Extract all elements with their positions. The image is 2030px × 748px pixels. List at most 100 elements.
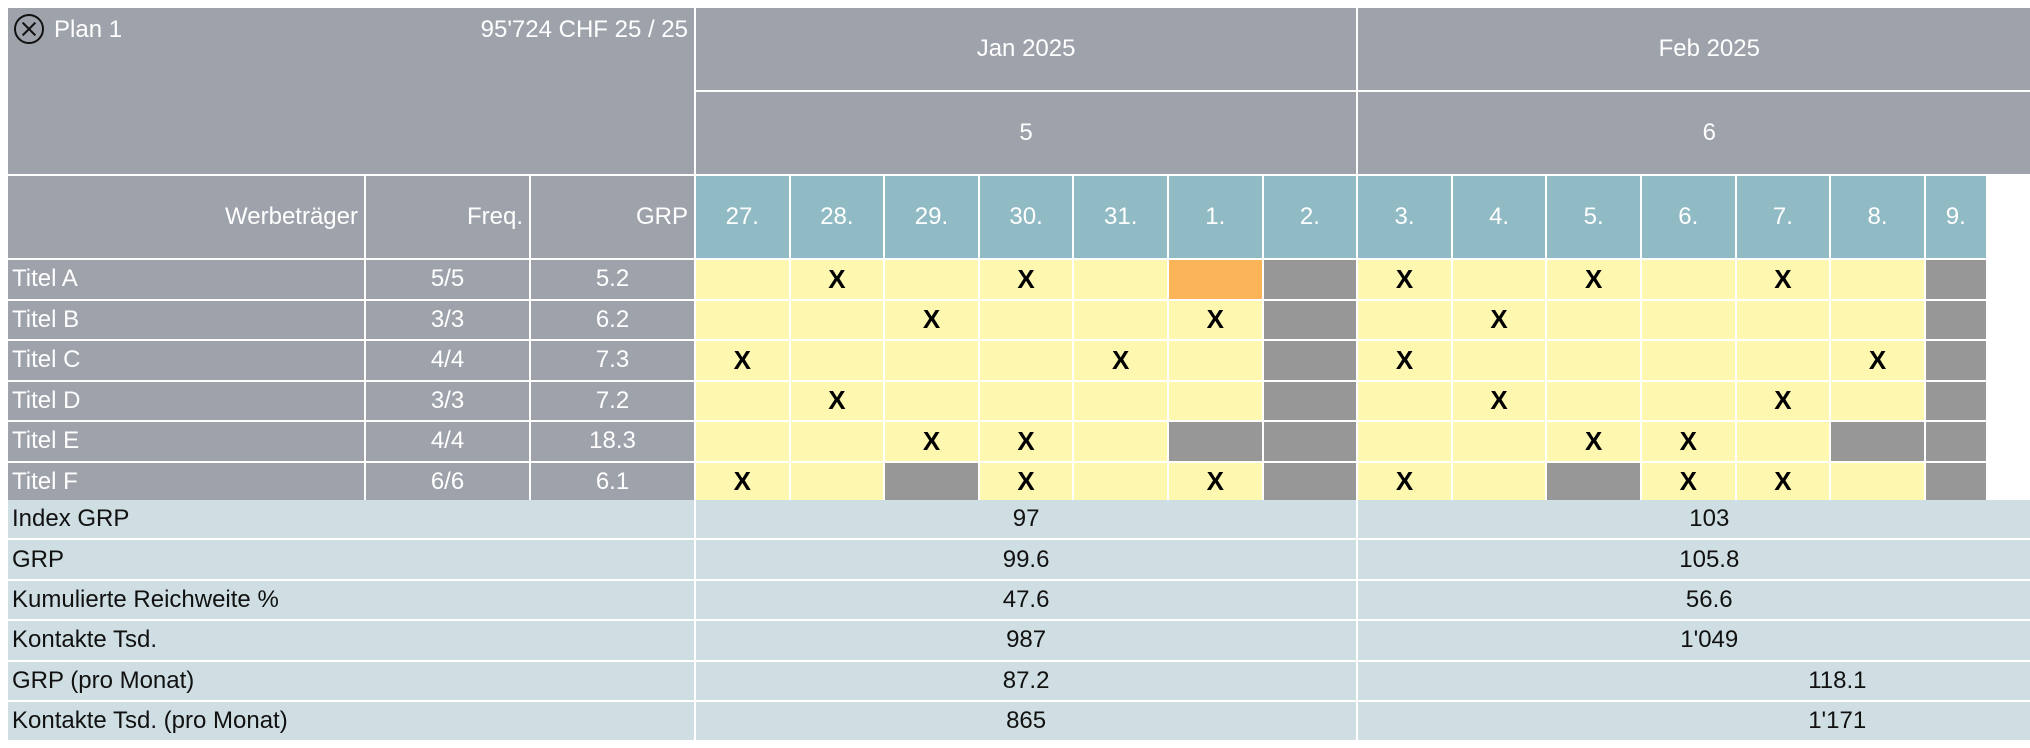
schedule-cell[interactable] — [1547, 381, 1640, 420]
row-title[interactable]: Titel C — [8, 341, 364, 380]
row-title[interactable]: Titel B — [8, 300, 364, 339]
column-header-media[interactable]: Werbeträger — [8, 176, 364, 258]
schedule-cell[interactable] — [1358, 300, 1451, 339]
schedule-cell[interactable]: X — [1358, 462, 1451, 501]
schedule-cell[interactable]: X — [1547, 422, 1640, 461]
schedule-cell[interactable] — [1642, 381, 1735, 420]
row-title[interactable]: Titel E — [8, 422, 364, 461]
schedule-cell[interactable] — [1736, 422, 1830, 461]
schedule-cell[interactable] — [1831, 462, 1924, 501]
schedule-cell[interactable] — [1925, 381, 1986, 420]
schedule-cell[interactable]: X — [885, 422, 978, 461]
schedule-cell[interactable] — [1925, 341, 1986, 380]
schedule-cell[interactable] — [1925, 260, 1986, 299]
schedule-cell[interactable] — [1263, 260, 1357, 299]
close-icon[interactable] — [14, 14, 44, 44]
schedule-cell[interactable] — [1452, 260, 1546, 299]
schedule-cell[interactable] — [1925, 422, 1986, 461]
schedule-cell[interactable]: X — [979, 260, 1073, 299]
schedule-cell[interactable] — [1263, 381, 1357, 420]
schedule-cell[interactable] — [1263, 462, 1357, 501]
schedule-cell[interactable] — [1169, 381, 1262, 420]
schedule-cell[interactable]: X — [1736, 462, 1830, 501]
schedule-cell[interactable] — [979, 341, 1073, 380]
schedule-cell[interactable] — [790, 341, 884, 380]
schedule-cell[interactable] — [1925, 462, 1986, 501]
schedule-cell[interactable]: X — [696, 341, 789, 380]
schedule-cell[interactable] — [1736, 300, 1830, 339]
schedule-cell[interactable] — [1736, 341, 1830, 380]
schedule-cell[interactable] — [1074, 422, 1167, 461]
schedule-cell[interactable]: X — [696, 462, 789, 501]
schedule-cell[interactable]: X — [979, 462, 1073, 501]
schedule-cell[interactable]: X — [1736, 260, 1830, 299]
schedule-cell[interactable] — [1831, 300, 1924, 339]
schedule-cell[interactable] — [885, 462, 978, 501]
week-header: 5 — [696, 92, 1357, 174]
schedule-cell[interactable]: X — [979, 422, 1073, 461]
schedule-cell[interactable] — [885, 381, 978, 420]
schedule-cell[interactable]: X — [1358, 341, 1451, 380]
schedule-cell[interactable]: X — [1074, 341, 1167, 380]
schedule-cell[interactable] — [1642, 341, 1735, 380]
schedule-cell[interactable] — [1169, 422, 1262, 461]
schedule-cell[interactable]: X — [790, 381, 884, 420]
schedule-cell[interactable]: X — [1547, 260, 1640, 299]
schedule-cell[interactable]: X — [790, 260, 884, 299]
schedule-cell[interactable] — [1169, 260, 1262, 299]
schedule-cell[interactable] — [1452, 341, 1546, 380]
row-title[interactable]: Titel F — [8, 462, 364, 501]
schedule-cell[interactable] — [979, 381, 1073, 420]
schedule-cell[interactable] — [790, 422, 884, 461]
schedule-cell[interactable] — [1452, 422, 1546, 461]
schedule-cell[interactable]: X — [1642, 462, 1735, 501]
column-header-freq[interactable]: Freq. — [366, 176, 529, 258]
summary-label: Kontakte Tsd. (pro Monat) — [8, 702, 694, 741]
schedule-cell[interactable]: X — [1358, 260, 1451, 299]
schedule-cell[interactable]: X — [1452, 300, 1546, 339]
schedule-cell[interactable] — [885, 260, 978, 299]
schedule-cell[interactable] — [696, 300, 789, 339]
summary-value-week1: 865 — [696, 702, 1357, 741]
schedule-cell[interactable] — [1263, 300, 1357, 339]
row-title[interactable]: Titel D — [8, 381, 364, 420]
schedule-cell[interactable] — [1831, 260, 1924, 299]
row-title[interactable]: Titel A — [8, 260, 364, 299]
schedule-cell[interactable] — [1831, 422, 1924, 461]
schedule-cell[interactable] — [696, 422, 789, 461]
schedule-cell[interactable] — [790, 300, 884, 339]
schedule-cell[interactable] — [885, 341, 978, 380]
schedule-cell[interactable] — [1547, 341, 1640, 380]
schedule-cell[interactable]: X — [1169, 462, 1262, 501]
schedule-cell[interactable] — [1642, 300, 1735, 339]
schedule-cell[interactable] — [1358, 381, 1451, 420]
column-header-grp[interactable]: GRP — [531, 176, 694, 258]
schedule-cell[interactable] — [696, 260, 789, 299]
schedule-cell[interactable] — [1074, 381, 1167, 420]
schedule-cell[interactable] — [1074, 300, 1167, 339]
schedule-cell[interactable]: X — [1642, 422, 1735, 461]
schedule-cell[interactable] — [1831, 381, 1924, 420]
schedule-cell[interactable] — [1263, 422, 1357, 461]
schedule-cell[interactable] — [1547, 462, 1640, 501]
schedule-cell[interactable] — [696, 381, 789, 420]
schedule-cell[interactable]: X — [1169, 300, 1262, 339]
row-grp: 5.2 — [531, 260, 694, 299]
schedule-cell[interactable] — [1263, 341, 1357, 380]
schedule-cell[interactable]: X — [1736, 381, 1830, 420]
schedule-cell[interactable] — [790, 462, 884, 501]
schedule-cell[interactable] — [1547, 300, 1640, 339]
schedule-cell[interactable] — [1074, 260, 1167, 299]
schedule-cell[interactable]: X — [1831, 341, 1924, 380]
schedule-cell[interactable] — [1452, 462, 1546, 501]
schedule-cell[interactable] — [1358, 422, 1451, 461]
schedule-cell[interactable] — [979, 300, 1073, 339]
schedule-cell[interactable] — [1925, 300, 1986, 339]
schedule-cell[interactable] — [1074, 462, 1167, 501]
summary-value-week2: 1'171 — [1358, 702, 2030, 741]
schedule-cell[interactable]: X — [885, 300, 978, 339]
day-header: 7. — [1736, 176, 1830, 258]
schedule-cell[interactable] — [1169, 341, 1262, 380]
schedule-cell[interactable] — [1642, 260, 1735, 299]
schedule-cell[interactable]: X — [1452, 381, 1546, 420]
